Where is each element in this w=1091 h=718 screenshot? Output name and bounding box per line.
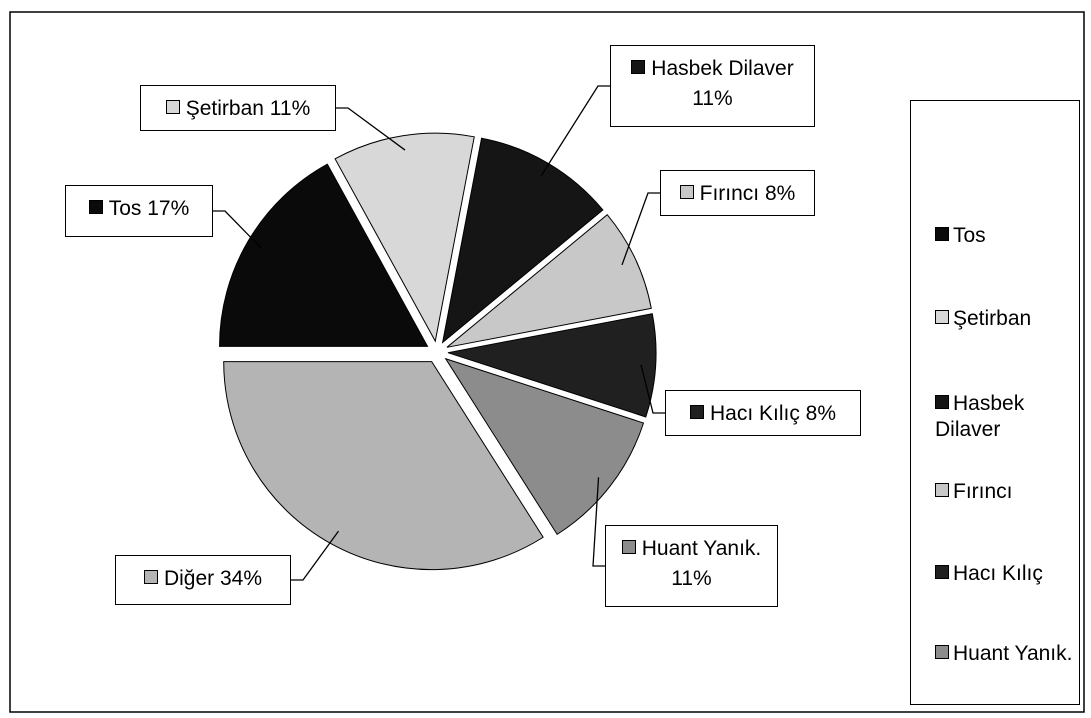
leader-line — [213, 210, 262, 249]
label-value: 8% — [765, 182, 796, 205]
legend-label: Hasbek Dilaver — [935, 392, 1025, 441]
legend: Tos Şetirban Hasbek Dilaver Fırıncı Hacı Kıl… — [910, 100, 1080, 705]
label-name: Fırıncı — [699, 182, 760, 205]
legend-swatch — [935, 310, 949, 324]
label-value: 11% — [269, 97, 311, 120]
data-label: Tos 17% — [65, 185, 213, 237]
label-value: 8% — [805, 402, 837, 425]
legend-label: Huant Yanık. — [953, 642, 1073, 665]
legend-label: Hacı Kılıç — [953, 562, 1043, 585]
leader-line — [291, 530, 340, 581]
legend-label: Fırıncı — [953, 480, 1013, 503]
pie-slice — [223, 361, 544, 571]
legend-swatch — [935, 483, 949, 497]
chart-border — [9, 11, 1085, 713]
label-value: 17% — [147, 197, 190, 220]
leader-line — [592, 477, 605, 567]
legend-label: Tos — [953, 224, 986, 247]
label-name: Hacı Kılıç — [709, 402, 800, 425]
label-name: Diğer — [163, 567, 215, 590]
label-swatch — [689, 405, 704, 419]
legend-swatch — [935, 565, 949, 579]
label-swatch — [165, 100, 180, 114]
label-name: Tos — [108, 197, 142, 220]
legend-entry: Huant Yanık. — [935, 641, 1075, 667]
legend-entry: Tos — [935, 223, 1075, 249]
label-name: Hasbek Dilaver — [651, 57, 794, 80]
data-label: Hasbek Dilaver 11% — [610, 45, 815, 127]
pie-slice — [447, 313, 657, 418]
legend-swatch — [935, 395, 949, 409]
leader-line — [540, 85, 610, 177]
data-label: Diğer 34% — [115, 555, 291, 605]
legend-swatch — [935, 227, 949, 241]
data-label: Şetirban 11% — [140, 85, 336, 131]
label-swatch — [143, 570, 158, 584]
pie-slice — [334, 132, 475, 343]
label-swatch — [679, 185, 694, 199]
legend-entry: Hasbek Dilaver — [935, 391, 1075, 443]
data-label: Fırıncı 8% — [660, 170, 815, 216]
legend-swatch — [935, 645, 949, 659]
data-label: Hacı Kılıç 8% — [665, 390, 861, 436]
label-swatch — [631, 60, 646, 74]
data-label: Huant Yanık. 11% — [605, 525, 778, 607]
label-swatch — [621, 540, 636, 554]
legend-entry: Hacı Kılıç — [935, 561, 1075, 587]
pie-slice — [446, 214, 652, 348]
label-value: 11% — [671, 567, 712, 590]
label-name: Huant Yanık. — [641, 537, 762, 560]
leader-line — [336, 107, 406, 151]
pie-slice — [219, 163, 429, 347]
leader-line — [640, 364, 665, 414]
legend-label: Şetirban — [953, 307, 1032, 330]
legend-entry: Fırıncı — [935, 479, 1075, 505]
label-value: 34% — [220, 567, 263, 590]
pie-slice — [444, 357, 645, 536]
label-swatch — [88, 200, 103, 214]
label-value: 11% — [692, 87, 733, 110]
leader-line — [621, 192, 660, 266]
label-name: Şetirban — [185, 97, 264, 120]
legend-entry: Şetirban — [935, 306, 1075, 332]
